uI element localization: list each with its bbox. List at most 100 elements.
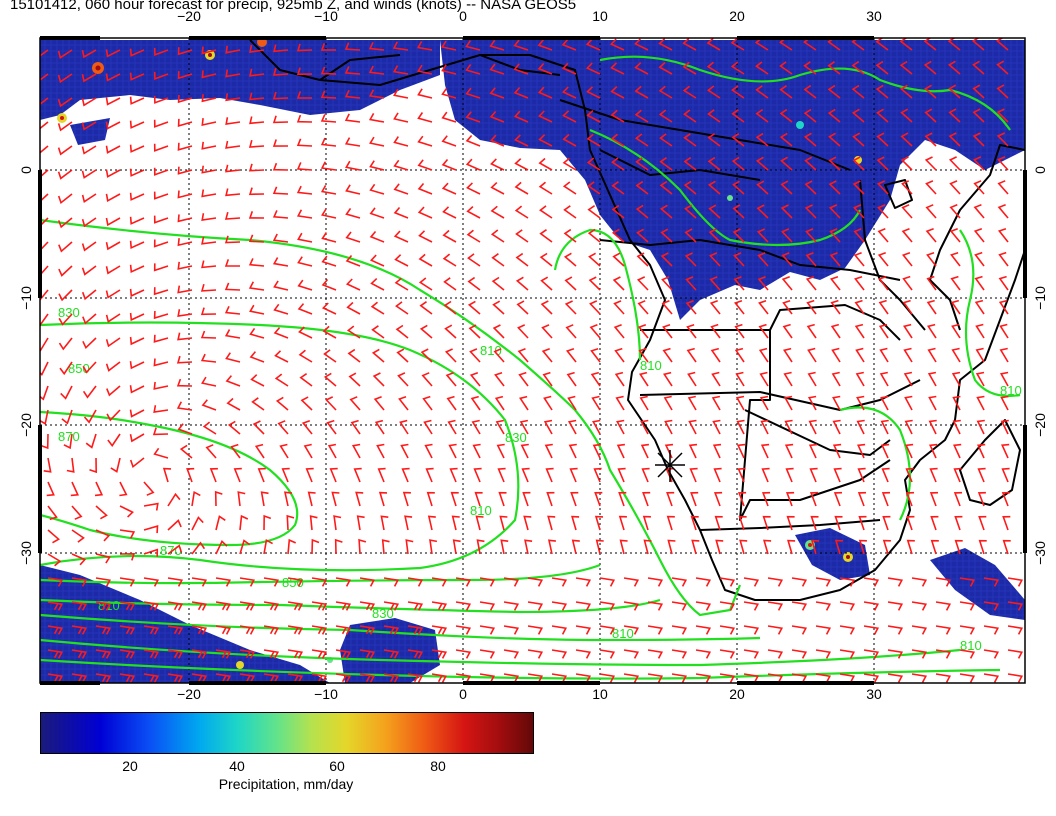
wind-barb (153, 119, 169, 128)
wind-barb (427, 515, 436, 531)
wind-barb (713, 467, 722, 483)
wind-barb (682, 38, 697, 51)
wind-barb (878, 299, 889, 315)
wind-barb (177, 332, 193, 341)
wind-barb (719, 577, 736, 587)
wind-barb (567, 419, 577, 435)
wind-barb (661, 276, 673, 291)
wind-barb (345, 231, 361, 243)
wind-barb (998, 299, 1009, 315)
wind-barb (153, 381, 169, 390)
wind-barb (225, 164, 241, 173)
wind-barb (351, 443, 361, 459)
wind-barb (808, 419, 817, 435)
wind-barb (153, 310, 169, 320)
wind-barb (827, 61, 841, 75)
wind-barb (619, 539, 628, 555)
contour-labels: 8308508708708508108308108108308108108108… (58, 305, 1022, 653)
wind-barb (417, 64, 433, 75)
wind-barb (57, 97, 73, 108)
wind-barb (381, 539, 390, 555)
wind-barb (901, 204, 913, 219)
wind-barb (344, 42, 361, 51)
wind-barb (263, 514, 272, 531)
contour-label: 810 (960, 638, 982, 653)
wind-barb (637, 323, 649, 339)
wind-barb (153, 405, 169, 414)
wind-barb (224, 235, 241, 244)
contour-810-lower (40, 638, 961, 667)
wind-barb (226, 397, 241, 411)
wind-barb (551, 625, 568, 635)
wind-barb (951, 371, 961, 387)
wind-barb (81, 169, 97, 179)
wind-barb (446, 395, 457, 411)
wind-barb (830, 299, 841, 315)
wind-barb (975, 323, 985, 339)
wind-barb (983, 673, 1000, 683)
wind-barb (647, 601, 664, 611)
wind-barb (129, 264, 145, 273)
wind-barb (224, 305, 241, 315)
wind-barb (562, 133, 577, 147)
wind-barb (828, 156, 841, 171)
wind-barb (695, 649, 712, 659)
wind-barb (383, 601, 400, 611)
wind-barb (272, 67, 289, 76)
wind-barb (658, 109, 673, 123)
wind-barb (954, 539, 963, 555)
wind-barb (407, 649, 424, 659)
wind-barb (201, 260, 217, 269)
wind-barb (854, 299, 865, 315)
wind-barb (928, 395, 937, 411)
wind-barb (805, 228, 817, 243)
wind-barb (903, 347, 913, 363)
wind-barb (976, 419, 985, 435)
wind-barb (527, 673, 544, 683)
wind-barb (671, 625, 688, 635)
wind-barb (586, 157, 601, 171)
contour-africa-east (839, 406, 912, 521)
wind-barb (784, 443, 794, 459)
wind-barb (779, 85, 793, 99)
wind-barb (925, 227, 937, 243)
border-2 (640, 304, 901, 341)
wind-barb (300, 396, 313, 411)
wind-barb (359, 601, 376, 611)
wind-barb (105, 73, 121, 82)
wind-barb (273, 44, 289, 53)
wind-barb (634, 62, 649, 75)
wind-barb (249, 304, 265, 315)
wind-barb (95, 601, 112, 611)
wind-barb (322, 325, 337, 339)
wind-barb (639, 395, 649, 411)
wind-barb (105, 265, 121, 275)
wind-barb (613, 300, 625, 315)
wind-barb (177, 166, 193, 175)
wind-barb (515, 229, 529, 243)
wind-barb (977, 467, 986, 483)
wind-barb (761, 491, 771, 507)
wind-barb (95, 649, 112, 659)
wind-barb (63, 433, 73, 450)
wind-barb (815, 601, 832, 611)
wind-barb (215, 601, 232, 611)
wind-barb (40, 145, 49, 154)
wind-barb (320, 185, 337, 195)
wind-barb (311, 625, 328, 635)
wind-barb (167, 577, 184, 587)
wind-barb (731, 109, 745, 123)
wind-barb (527, 577, 544, 587)
wind-barb (538, 157, 553, 171)
wind-barb (503, 601, 520, 611)
wind-barb (815, 673, 832, 683)
wind-barb (659, 204, 673, 219)
wind-barb (587, 205, 601, 219)
wind-barb (734, 323, 745, 339)
wind-barb (733, 276, 745, 291)
wind-barb (344, 137, 361, 147)
wind-barb (469, 348, 481, 363)
wind-barb (634, 85, 649, 99)
wind-barb (809, 491, 819, 507)
wind-barb (129, 457, 145, 469)
